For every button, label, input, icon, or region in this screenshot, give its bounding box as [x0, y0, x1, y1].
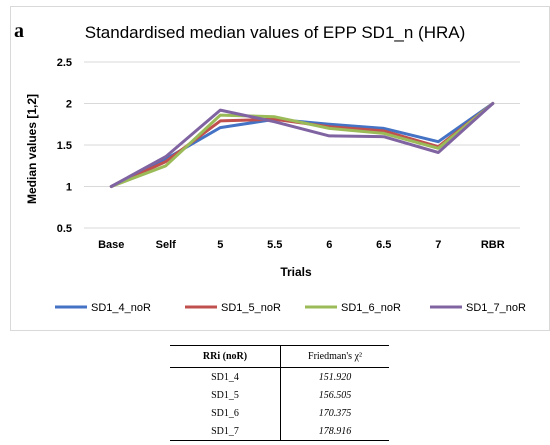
legend-label: SD1_7_noR: [466, 302, 526, 314]
y-tick-label: 1.5: [57, 140, 72, 152]
x-tick-label: RBR: [481, 239, 505, 251]
x-tick-label: 5: [217, 239, 223, 251]
legend-label: SD1_5_noR: [221, 302, 281, 314]
table-cell-value: 151.920: [318, 371, 352, 383]
table-row: SD1_6 170.375: [170, 404, 389, 422]
table-header-rri: RRi (noR): [170, 345, 281, 368]
table-cell-measure: SD1_5: [170, 386, 281, 404]
x-tick-label: 6: [326, 239, 332, 251]
table-cell-value: 178.916: [280, 422, 389, 441]
x-tick-label: Base: [98, 239, 124, 251]
table-row: SD1_4 151.920: [170, 367, 389, 386]
table-header-row: RRi (noR) Friedman's χ²: [170, 345, 389, 368]
y-tick-label: 0.5: [57, 223, 72, 235]
series-line-SD1_6_noR: [109, 102, 495, 188]
y-tick-label: 2: [66, 99, 72, 111]
x-axis-ticks: Base Self 5 5.5 6 6.5 7 RBR: [98, 239, 505, 251]
y-axis-ticks: 0.5 1 1.5 2 2.5: [57, 57, 72, 235]
panel-letter: a: [14, 20, 24, 42]
legend-label: SD1_4_noR: [91, 302, 151, 314]
table-cell-value: 156.505: [318, 389, 352, 401]
series-line-SD1_7_noR: [109, 102, 495, 188]
table-header-friedman: Friedman's χ²: [280, 345, 389, 368]
table-cell-value: 170.375: [318, 407, 352, 419]
table-cell-measure: SD1_6: [170, 404, 281, 422]
table-row: SD1_7 178.916: [170, 422, 389, 441]
table-row: SD1_5 156.505: [170, 386, 389, 404]
gridlines: [84, 61, 520, 229]
legend: SD1_4_noR SD1_5_noR SD1_6_noR SD1_7_noR: [55, 302, 526, 314]
line-chart: Standardised median values of EPP SD1_n …: [25, 23, 526, 314]
x-tick-label: 6.5: [376, 239, 391, 251]
x-axis-label: Trials: [280, 265, 312, 279]
chart-title: Standardised median values of EPP SD1_n …: [85, 23, 466, 42]
series-lines: [109, 102, 495, 188]
y-tick-label: 1: [66, 182, 72, 194]
x-tick-label: 5.5: [267, 239, 282, 251]
table-cell-measure: SD1_7: [170, 422, 281, 441]
x-tick-label: 7: [435, 239, 441, 251]
friedman-table: RRi (noR) Friedman's χ² SD1_4 151.920 SD…: [170, 345, 389, 441]
y-tick-label: 2.5: [57, 57, 72, 69]
table-cell-measure: SD1_4: [170, 367, 281, 386]
legend-label: SD1_6_noR: [341, 302, 401, 314]
y-axis-label: Median values [1,2]: [25, 94, 39, 204]
x-tick-label: Self: [156, 239, 177, 251]
